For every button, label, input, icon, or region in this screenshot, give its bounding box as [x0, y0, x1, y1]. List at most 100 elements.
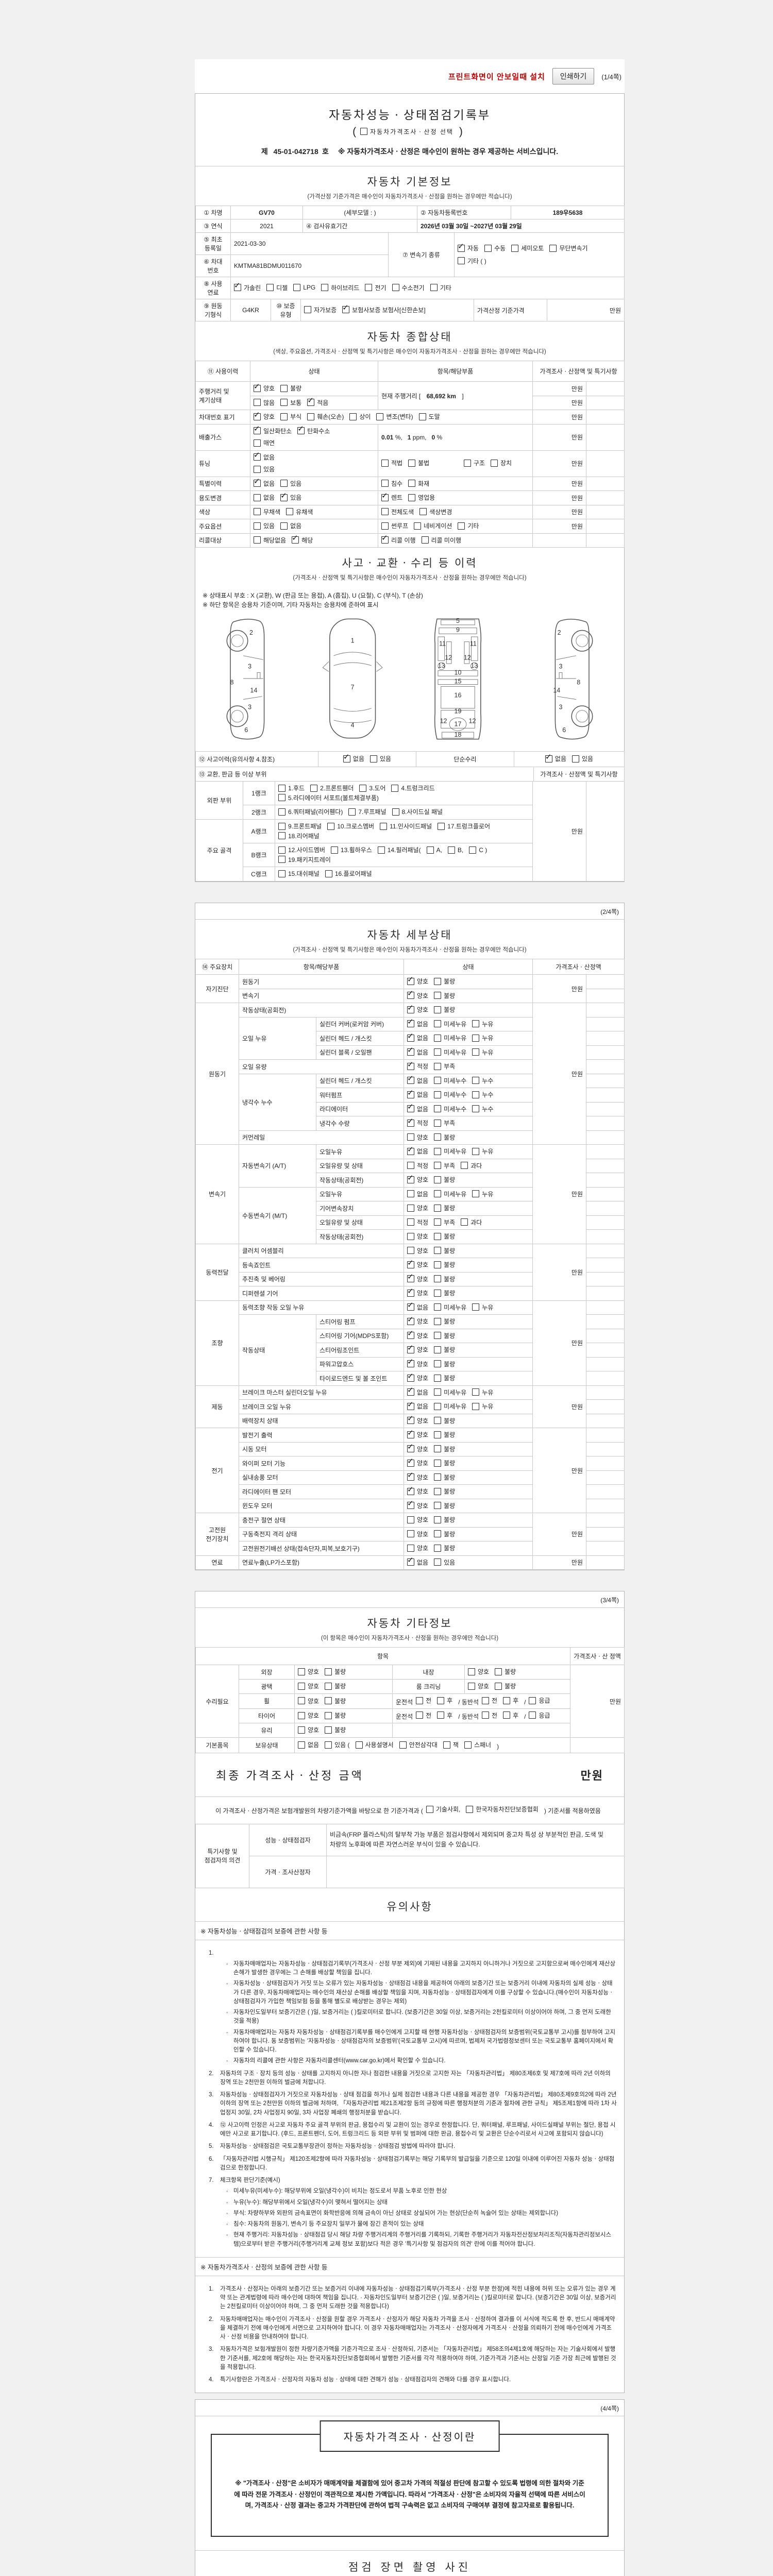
checkbox[interactable]: [380, 822, 388, 830]
checkbox[interactable]: [458, 242, 465, 252]
checkbox[interactable]: [407, 1555, 415, 1566]
checkbox-option[interactable]: 불량: [434, 1289, 455, 1297]
checkbox[interactable]: [529, 1697, 536, 1704]
checkbox-option[interactable]: 전체도색: [381, 507, 414, 516]
checkbox[interactable]: [472, 1190, 480, 1197]
checkbox-option[interactable]: 리콜 미이행: [421, 536, 461, 545]
checkbox-option[interactable]: 전기: [365, 283, 386, 292]
checkbox[interactable]: [438, 822, 445, 830]
checkbox-option[interactable]: 있음: [434, 1558, 455, 1567]
checkbox-option[interactable]: 스패너: [464, 1740, 491, 1749]
checkbox-option[interactable]: 없음: [545, 752, 566, 763]
checkbox[interactable]: [381, 480, 389, 487]
checkbox[interactable]: [349, 413, 357, 420]
checkbox-option[interactable]: 불량: [434, 1416, 455, 1425]
checkbox[interactable]: [377, 846, 385, 854]
checkbox-option[interactable]: 양호: [298, 1697, 319, 1705]
checkbox-option[interactable]: C ): [469, 846, 487, 854]
checkbox[interactable]: [434, 1360, 442, 1367]
checkbox-option[interactable]: 누유: [472, 1020, 493, 1028]
checkbox-option[interactable]: 불량: [434, 1473, 455, 1482]
checkbox[interactable]: [482, 1697, 490, 1704]
checkbox[interactable]: [447, 846, 455, 854]
checkbox[interactable]: [437, 1711, 445, 1719]
checkbox-option[interactable]: 불량: [280, 384, 301, 393]
checkbox-option[interactable]: 사용설명서: [355, 1740, 394, 1749]
checkbox-option[interactable]: 응급: [529, 1711, 550, 1720]
checkbox-option[interactable]: 미세누수: [434, 1076, 466, 1085]
checkbox[interactable]: [391, 784, 399, 792]
checkbox[interactable]: [434, 1303, 442, 1311]
checkbox-option[interactable]: 양호: [407, 1272, 428, 1283]
checkbox-option[interactable]: 기술사회,: [426, 1804, 460, 1815]
checkbox-option[interactable]: 가솔린: [234, 281, 261, 292]
checkbox[interactable]: [304, 306, 311, 314]
checkbox[interactable]: [407, 1385, 415, 1396]
checkbox[interactable]: [461, 1218, 468, 1226]
checkbox-option[interactable]: 불량: [434, 1501, 455, 1510]
checkbox-option[interactable]: 양호: [407, 1357, 428, 1368]
checkbox-option[interactable]: 화재: [408, 479, 429, 488]
checkbox[interactable]: [407, 1218, 415, 1226]
checkbox[interactable]: [407, 1329, 415, 1339]
checkbox-option[interactable]: 양호: [407, 1258, 428, 1269]
checkbox[interactable]: [407, 1204, 415, 1212]
checkbox[interactable]: [298, 1726, 305, 1734]
checkbox[interactable]: [418, 413, 426, 420]
checkbox-option[interactable]: 불량: [434, 1133, 455, 1142]
checkbox-option[interactable]: 누유: [472, 1147, 493, 1156]
checkbox[interactable]: [325, 1741, 332, 1749]
checkbox[interactable]: [280, 413, 288, 420]
checkbox-option[interactable]: 응급: [529, 1696, 550, 1705]
checkbox-option[interactable]: 적정: [407, 1116, 428, 1127]
checkbox[interactable]: [254, 399, 261, 406]
checkbox-option[interactable]: 전: [482, 1696, 497, 1705]
checkbox[interactable]: [325, 1726, 332, 1734]
checkbox-option[interactable]: 없음: [254, 450, 275, 462]
checkbox[interactable]: [434, 1502, 442, 1509]
checkbox[interactable]: [434, 1020, 442, 1027]
checkbox-option[interactable]: 있음: [572, 754, 593, 763]
checkbox[interactable]: [325, 1711, 332, 1719]
checkbox[interactable]: [472, 1105, 480, 1112]
checkbox-option[interactable]: 양호: [407, 1232, 428, 1241]
checkbox[interactable]: [407, 1102, 415, 1112]
checkbox[interactable]: [365, 284, 373, 292]
checkbox[interactable]: [407, 1414, 415, 1424]
checkbox[interactable]: [407, 1442, 415, 1452]
checkbox-option[interactable]: 무채색: [254, 507, 280, 516]
checkbox[interactable]: [511, 244, 519, 252]
checkbox[interactable]: [434, 1487, 442, 1495]
checkbox[interactable]: [381, 508, 389, 515]
checkbox-option[interactable]: 8.사이드실 패널: [392, 807, 443, 816]
checkbox[interactable]: [434, 1247, 442, 1254]
checkbox[interactable]: [407, 975, 415, 985]
checkbox[interactable]: [416, 1697, 424, 1704]
checkbox[interactable]: [407, 1516, 415, 1523]
checkbox[interactable]: [407, 1485, 415, 1495]
checkbox-option[interactable]: 없음: [254, 493, 275, 502]
checkbox-option[interactable]: B,: [447, 846, 463, 854]
checkbox[interactable]: [342, 303, 350, 314]
checkbox[interactable]: [434, 1275, 442, 1282]
checkbox-option[interactable]: 전: [416, 1711, 431, 1720]
checkbox-option[interactable]: 양호: [407, 1485, 428, 1496]
checkbox-option[interactable]: 불량: [434, 1430, 455, 1439]
checkbox-option[interactable]: 과다: [461, 1161, 482, 1170]
checkbox[interactable]: [434, 1048, 442, 1056]
checkbox-option[interactable]: 6.쿼터패널(리어휀다): [278, 807, 343, 816]
checkbox-option[interactable]: 적정: [407, 1060, 428, 1071]
checkbox[interactable]: [443, 1741, 450, 1749]
checkbox-option[interactable]: 미세누유: [434, 1402, 466, 1411]
checkbox[interactable]: [469, 846, 477, 854]
checkbox-option[interactable]: 적정: [407, 1161, 428, 1170]
checkbox[interactable]: [472, 1020, 480, 1027]
checkbox[interactable]: [434, 1317, 442, 1325]
checkbox[interactable]: [254, 477, 261, 487]
checkbox-option[interactable]: 불량: [434, 1204, 455, 1212]
checkbox-option[interactable]: 없음: [407, 1045, 428, 1057]
checkbox-option[interactable]: 불량: [325, 1725, 346, 1734]
checkbox-option[interactable]: 있음 (: [325, 1740, 350, 1749]
checkbox-option[interactable]: 일산화탄소: [254, 424, 292, 435]
checkbox[interactable]: [407, 1371, 415, 1382]
